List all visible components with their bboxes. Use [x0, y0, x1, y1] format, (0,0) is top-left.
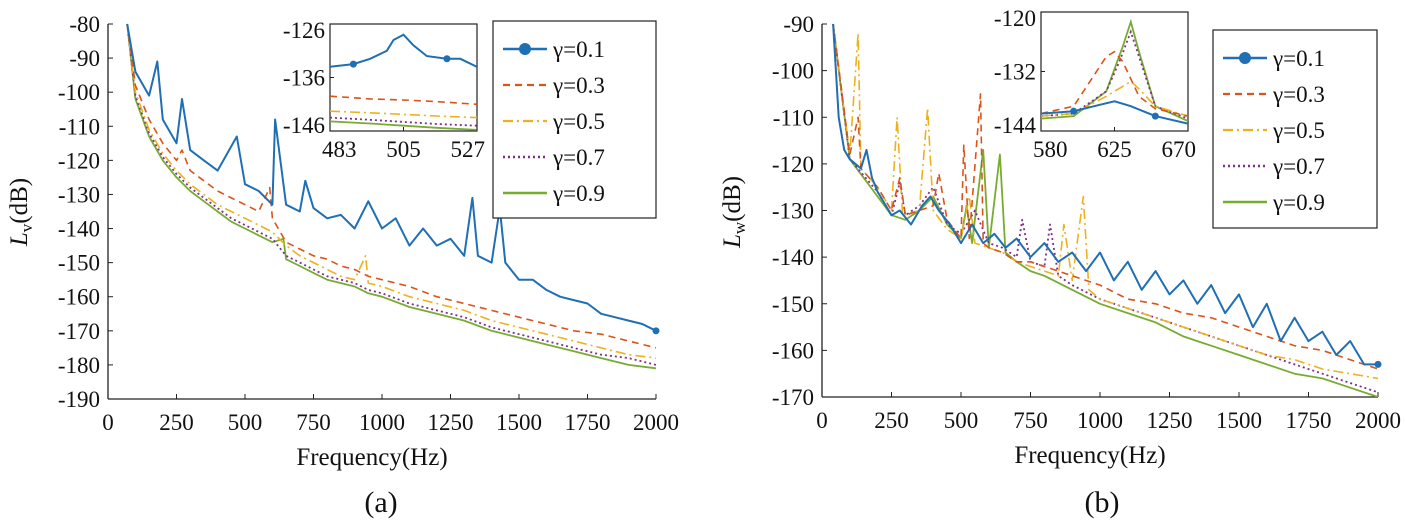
inset-y-tick-label: -146 — [283, 113, 325, 138]
x-tick-label: 250 — [159, 410, 194, 435]
series-line-γ-0.3 — [832, 23, 1378, 370]
x-tick-label: 1750 — [1286, 408, 1332, 433]
y-tick-label: -120 — [772, 152, 814, 177]
y-tick-label: -140 — [58, 217, 100, 242]
inset-series-marker — [1070, 107, 1078, 115]
series-line-γ-0.1 — [832, 23, 1378, 366]
y-tick-label: -100 — [772, 59, 814, 84]
y-tick-label: -160 — [772, 338, 814, 363]
inset-series-line-γ-0.7 — [330, 116, 477, 127]
y-tick-label: -190 — [58, 387, 100, 412]
inset-series-line-γ-0.3 — [330, 95, 477, 106]
x-tick-label: 0 — [102, 410, 114, 435]
inset-y-tick-label: -132 — [994, 60, 1036, 85]
inset-x-tick-label: 483 — [322, 137, 357, 162]
inset-x-tick-label: 527 — [451, 137, 486, 162]
x-tick-label: 500 — [944, 408, 979, 433]
legend-marker — [519, 43, 531, 55]
legend-label: γ=0.3 — [552, 73, 605, 98]
x-tick-label: 1750 — [565, 410, 611, 435]
inset-y-tick-label: -120 — [994, 6, 1036, 31]
inset-a: 483 505 527 -126 -136 -146 — [283, 18, 485, 162]
inset-series-line-γ-0.3 — [1041, 50, 1188, 117]
x-tick-label: 1500 — [1216, 408, 1262, 433]
inset-series-marker — [349, 60, 357, 68]
x-tick-label: 750 — [296, 410, 331, 435]
inset-series-line-γ-0.5 — [1041, 80, 1188, 117]
y-tick-label: -160 — [58, 285, 100, 310]
legend-label: γ=0.3 — [1272, 82, 1325, 107]
legend-marker — [1239, 52, 1251, 64]
legend-label: γ=0.1 — [552, 37, 605, 62]
y-tick-label: -90 — [783, 12, 814, 37]
y-tick-label: -150 — [58, 251, 100, 276]
x-tick-label: 1500 — [496, 410, 542, 435]
x-axis-title: Frequency(Hz) — [1014, 442, 1165, 469]
legend-label: γ=0.9 — [1272, 190, 1325, 215]
inset-series-line-γ-0.7 — [1041, 29, 1188, 120]
x-tick-label: 750 — [1013, 408, 1048, 433]
legend-label: γ=0.9 — [552, 181, 605, 206]
inset-series-line-γ-0.9 — [330, 120, 477, 131]
y-axis-title: Lw(dB) — [719, 176, 749, 249]
legend-label: γ=0.7 — [552, 145, 605, 170]
y-tick-label: -140 — [772, 245, 814, 270]
y-tick-label: -180 — [58, 353, 100, 378]
inset-y-tick-label: -126 — [283, 18, 325, 43]
legend-label: γ=0.1 — [1272, 46, 1325, 71]
chart-panel-b: 0 250 500 750 1000 1250 1500 1750 2000 -90 -100 -11… — [719, 6, 1401, 519]
inset-series-line-γ-0.1 — [330, 33, 477, 68]
y-tick-label: -110 — [59, 114, 100, 139]
y-tick-label: -80 — [69, 12, 100, 37]
legend-b: γ=0.1 γ=0.3 γ=0.5 γ=0.7 γ=0.9 — [1212, 29, 1378, 229]
panel-label: (a) — [364, 486, 397, 519]
x-tick-label: 250 — [874, 408, 909, 433]
inset-frame — [329, 23, 478, 132]
chart-panel-a: 0 250 500 750 1000 1250 1500 1750 2000 -80 -90 -100… — [6, 12, 679, 519]
legend-a: γ=0.1 γ=0.3 γ=0.5 γ=0.7 γ=0.9 — [492, 20, 657, 219]
inset-y-tick-label: -144 — [994, 113, 1037, 138]
inset-b: 580 625 670 -120 -132 -144 — [994, 6, 1196, 162]
inset-series-marker — [1151, 112, 1159, 120]
inset-x-tick-label: 505 — [386, 137, 421, 162]
series-marker — [652, 327, 660, 335]
inset-series-marker — [443, 55, 451, 63]
legend-label: γ=0.5 — [552, 109, 605, 134]
y-tick-label: -100 — [58, 80, 100, 105]
x-tick-label: 1000 — [1077, 408, 1123, 433]
y-tick-label: -130 — [772, 199, 814, 224]
y-tick-label: -110 — [773, 105, 814, 130]
legend-label: γ=0.5 — [1272, 118, 1325, 143]
y-tick-label: -170 — [772, 385, 814, 410]
inset-x-tick-label: 580 — [1033, 137, 1068, 162]
x-tick-label: 1250 — [1147, 408, 1193, 433]
inset-x-tick-label: 625 — [1097, 137, 1132, 162]
y-axis-title: Lv(dB) — [6, 178, 36, 247]
y-tick-label: -170 — [58, 319, 100, 344]
series-line-γ-0.1 — [126, 23, 656, 332]
y-tick-label: -90 — [69, 46, 100, 71]
x-axis-title: Frequency(Hz) — [296, 444, 447, 471]
y-tick-label: -130 — [58, 182, 100, 207]
legend-frame — [492, 20, 657, 219]
x-tick-label: 1250 — [428, 410, 474, 435]
inset-series-line-γ-0.5 — [330, 110, 477, 119]
x-tick-label: 500 — [228, 410, 263, 435]
x-tick-label: 2000 — [633, 410, 679, 435]
x-tick-label: 2000 — [1355, 408, 1401, 433]
series-line-γ-0.9 — [126, 23, 656, 370]
inset-y-tick-label: -136 — [283, 66, 325, 91]
x-tick-label: 0 — [816, 408, 828, 433]
panel-label: (b) — [1085, 486, 1120, 519]
legend-frame — [1212, 29, 1378, 229]
y-tick-label: -120 — [58, 148, 100, 173]
series-marker — [1374, 360, 1382, 368]
y-tick-label: -150 — [772, 292, 814, 317]
series-line-γ-0.5 — [126, 23, 656, 359]
x-tick-label: 1000 — [359, 410, 405, 435]
inset-x-tick-label: 670 — [1162, 137, 1197, 162]
legend-label: γ=0.7 — [1272, 154, 1325, 179]
series-line-γ-0.7 — [126, 23, 656, 366]
